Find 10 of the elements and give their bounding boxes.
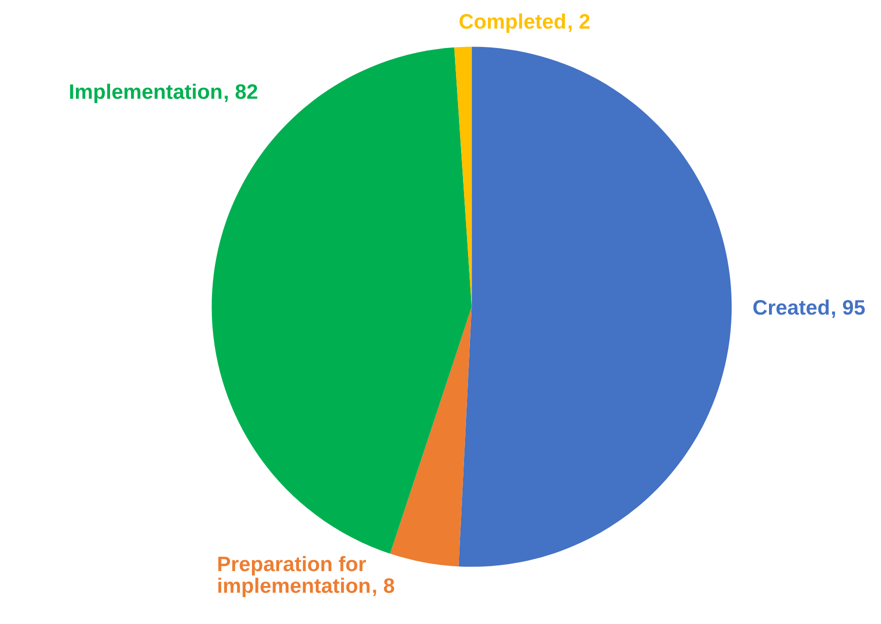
slice-label: Created <box>753 300 829 315</box>
slice-label: Implementation <box>70 84 222 104</box>
pie-slice <box>458 46 732 567</box>
slice-label: Completed <box>460 14 565 33</box>
data-label: , 82 <box>224 84 258 102</box>
pie-slice <box>390 306 472 566</box>
data-label: , 2 <box>568 14 590 32</box>
data-label: , 95 <box>832 300 865 318</box>
data-label: , 8 <box>373 578 394 596</box>
slice-label: Preparation for implementation <box>218 556 370 598</box>
